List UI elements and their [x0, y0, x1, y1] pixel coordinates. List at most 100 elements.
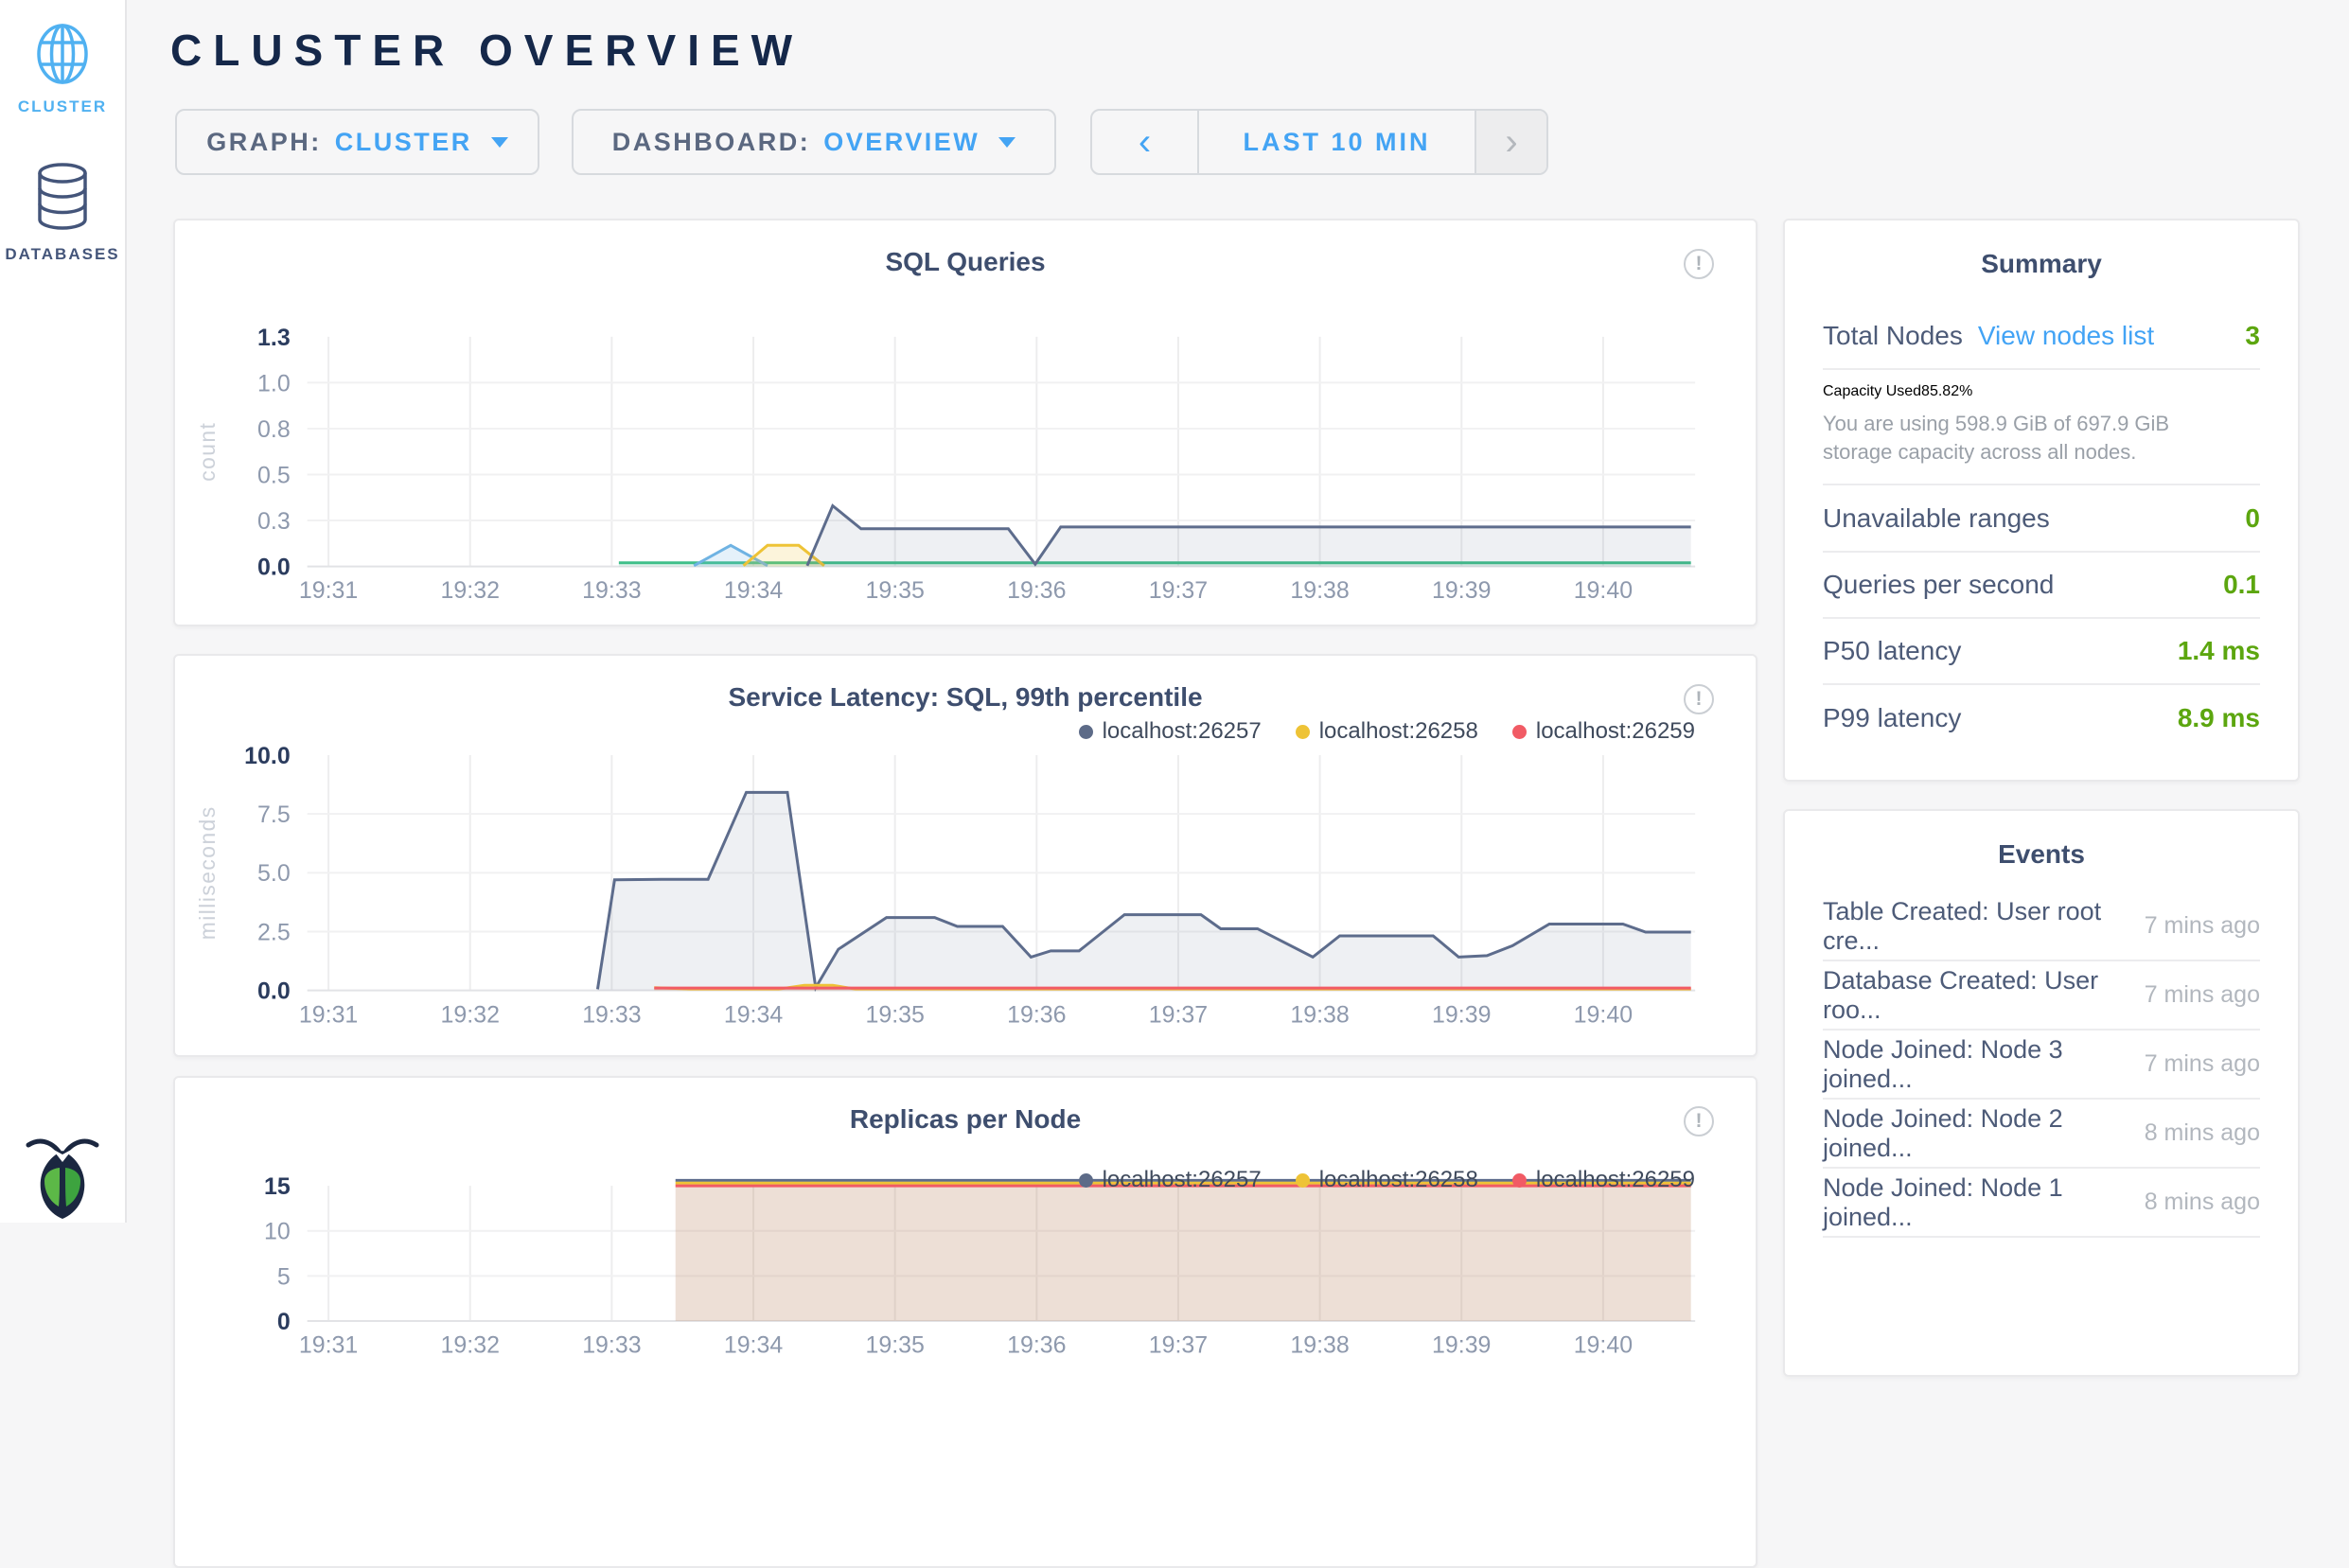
summary-title: Summary	[1785, 220, 2298, 279]
legend-item[interactable]: localhost:26259	[1512, 718, 1695, 745]
legend-dot-icon	[1296, 725, 1310, 739]
svg-text:7.5: 7.5	[257, 802, 291, 828]
service-latency-chart: 19:3119:3219:3319:3419:3519:3619:3719:38…	[175, 656, 1756, 1055]
sidebar-item-label: CLUSTER	[0, 97, 125, 116]
legend-item[interactable]: localhost:26258	[1296, 718, 1478, 745]
legend-item[interactable]: localhost:26257	[1079, 1167, 1262, 1193]
event-time: 7 mins ago	[2145, 981, 2260, 1009]
svg-text:19:31: 19:31	[299, 578, 358, 604]
events-panel: Events Table Created: User root cre... 7…	[1783, 809, 2300, 1377]
info-icon[interactable]: !	[1684, 249, 1714, 279]
svg-text:0: 0	[277, 1309, 291, 1335]
p99-latency-value: 8.9 ms	[2178, 703, 2260, 733]
unavailable-ranges-label: Unavailable ranges	[1823, 503, 2050, 534]
legend-item[interactable]: localhost:26259	[1512, 1167, 1695, 1193]
event-row[interactable]: Table Created: User root cre... 7 mins a…	[1823, 892, 2260, 961]
legend-dot-icon	[1079, 725, 1093, 739]
time-next-button[interactable]: ›	[1475, 111, 1546, 173]
chart-card-sql-queries: 19:3119:3219:3319:3419:3519:3619:3719:38…	[173, 219, 1757, 626]
event-row[interactable]: Node Joined: Node 1 joined... 8 mins ago	[1823, 1169, 2260, 1238]
event-time: 7 mins ago	[2145, 1050, 2260, 1078]
capacity-description: You are using 598.9 GiB of 697.9 GiB sto…	[1823, 410, 2230, 467]
events-title: Events	[1785, 811, 2298, 870]
view-nodes-list-link[interactable]: View nodes list	[1978, 321, 2154, 351]
legend-dot-icon	[1512, 1173, 1527, 1188]
chart-card-replicas-per-node: 19:3119:3219:3319:3419:3519:3619:3719:38…	[173, 1076, 1757, 1568]
cockroachdb-logo-icon	[25, 1134, 100, 1219]
svg-text:19:39: 19:39	[1432, 1332, 1491, 1359]
chart-title: SQL Queries	[175, 247, 1756, 277]
database-icon	[34, 220, 91, 237]
graph-dropdown[interactable]: GRAPH: CLUSTER	[175, 109, 539, 175]
svg-text:10.0: 10.0	[244, 744, 291, 769]
svg-text:0.0: 0.0	[257, 555, 291, 581]
info-icon[interactable]: !	[1684, 684, 1714, 714]
summary-row-queries-per-second: Queries per second 0.1	[1823, 553, 2260, 619]
summary-row-p99-latency: P99 latency 8.9 ms	[1823, 685, 2260, 751]
summary-panel: Summary Total Nodes View nodes list 3 Ca…	[1783, 219, 2300, 782]
svg-text:0.3: 0.3	[257, 509, 291, 535]
svg-text:19:36: 19:36	[1007, 1002, 1066, 1028]
svg-text:19:36: 19:36	[1007, 1332, 1066, 1359]
svg-text:19:39: 19:39	[1432, 578, 1491, 604]
svg-text:19:33: 19:33	[582, 1332, 641, 1359]
svg-text:1.0: 1.0	[257, 371, 291, 396]
time-range-value[interactable]: LAST 10 MIN	[1199, 111, 1475, 173]
time-range-selector: ‹ LAST 10 MIN ›	[1090, 109, 1548, 175]
legend-dot-icon	[1079, 1173, 1093, 1188]
event-text: Node Joined: Node 3 joined...	[1823, 1035, 2133, 1094]
chevron-down-icon	[998, 137, 1016, 148]
svg-text:19:37: 19:37	[1149, 578, 1208, 604]
replicas-per-node-chart: 19:3119:3219:3319:3419:3519:3619:3719:38…	[175, 1078, 1756, 1566]
legend-item[interactable]: localhost:26257	[1079, 718, 1262, 745]
event-text: Node Joined: Node 2 joined...	[1823, 1104, 2133, 1163]
dashboard-dropdown-value: OVERVIEW	[823, 128, 980, 157]
svg-text:19:34: 19:34	[724, 1002, 784, 1028]
svg-text:19:33: 19:33	[582, 578, 641, 604]
capacity-used-value: 85.82%	[1921, 383, 1972, 400]
capacity-used-label: Capacity Used	[1823, 383, 1921, 400]
sidebar-item-databases[interactable]: DATABASES	[0, 161, 125, 264]
chart-card-service-latency: 19:3119:3219:3319:3419:3519:3619:3719:38…	[173, 654, 1757, 1057]
event-row[interactable]: Node Joined: Node 3 joined... 7 mins ago	[1823, 1031, 2260, 1100]
event-row[interactable]: Node Joined: Node 2 joined... 8 mins ago	[1823, 1100, 2260, 1169]
summary-row-total-nodes: Total Nodes View nodes list 3	[1823, 304, 2260, 370]
dashboard-dropdown[interactable]: DASHBOARD: OVERVIEW	[572, 109, 1056, 175]
svg-text:19:40: 19:40	[1574, 1002, 1633, 1028]
page-title: CLUSTER OVERVIEW	[170, 25, 804, 76]
dashboard-dropdown-label: DASHBOARD:	[612, 128, 811, 157]
legend-item[interactable]: localhost:26258	[1296, 1167, 1478, 1193]
svg-text:2.5: 2.5	[257, 920, 291, 945]
svg-text:19:36: 19:36	[1007, 578, 1066, 604]
total-nodes-label: Total Nodes	[1823, 321, 1963, 351]
svg-text:19:38: 19:38	[1290, 1002, 1349, 1028]
event-text: Database Created: User roo...	[1823, 966, 2133, 1025]
graph-dropdown-value: CLUSTER	[335, 128, 472, 157]
queries-per-second-value: 0.1	[2223, 570, 2260, 600]
time-prev-button[interactable]: ‹	[1092, 111, 1199, 173]
p50-latency-label: P50 latency	[1823, 636, 1961, 666]
svg-text:0.0: 0.0	[257, 979, 291, 1005]
total-nodes-value: 3	[2245, 321, 2260, 351]
unavailable-ranges-value: 0	[2245, 503, 2260, 534]
sidebar-item-cluster[interactable]: CLUSTER	[0, 23, 125, 116]
svg-text:19:37: 19:37	[1149, 1332, 1208, 1359]
event-time: 8 mins ago	[2145, 1189, 2260, 1216]
event-row[interactable]: Database Created: User roo... 7 mins ago	[1823, 961, 2260, 1031]
svg-text:19:34: 19:34	[724, 1332, 784, 1359]
svg-text:19:31: 19:31	[299, 1002, 358, 1028]
svg-text:milliseconds: milliseconds	[195, 805, 220, 940]
graph-dropdown-label: GRAPH:	[206, 128, 322, 157]
svg-text:19:32: 19:32	[441, 1002, 500, 1028]
chart-legend: localhost:26257 localhost:26258 localhost:…	[1079, 718, 1695, 745]
event-time: 7 mins ago	[2145, 912, 2260, 940]
summary-row-unavailable-ranges: Unavailable ranges 0	[1823, 485, 2260, 553]
summary-row-p50-latency: P50 latency 1.4 ms	[1823, 619, 2260, 685]
svg-text:5: 5	[277, 1263, 291, 1290]
p50-latency-value: 1.4 ms	[2178, 636, 2260, 666]
svg-text:19:31: 19:31	[299, 1332, 358, 1359]
info-icon[interactable]: !	[1684, 1106, 1714, 1136]
svg-text:19:38: 19:38	[1290, 578, 1349, 604]
sql-queries-chart: 19:3119:3219:3319:3419:3519:3619:3719:38…	[175, 220, 1756, 625]
svg-text:19:32: 19:32	[441, 1332, 500, 1359]
